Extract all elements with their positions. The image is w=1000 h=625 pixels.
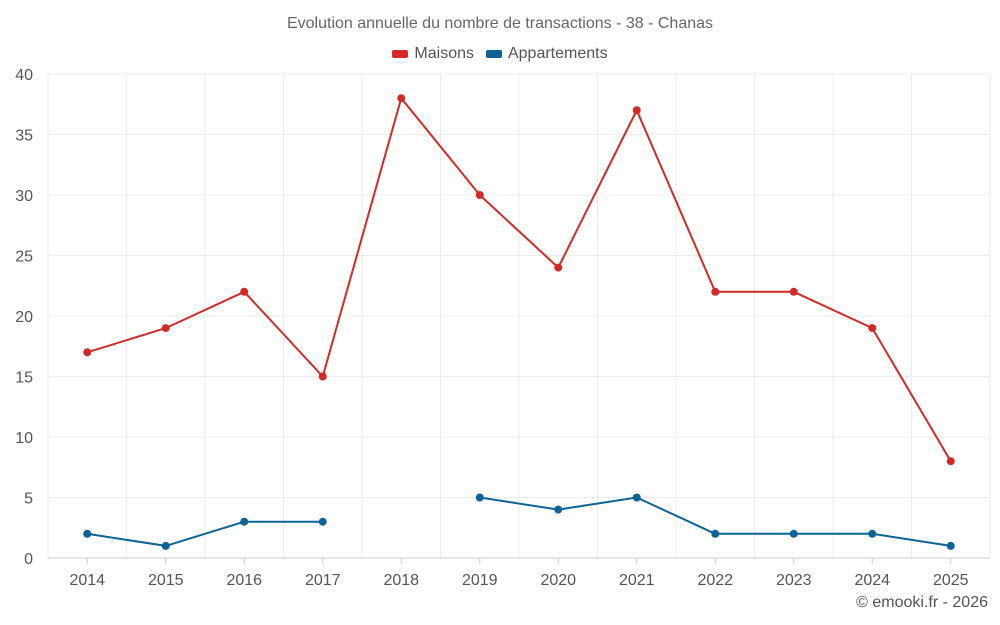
data-point-maisons [318, 372, 327, 381]
y-tick-label: 0 [24, 551, 33, 568]
x-tick-label: 2022 [697, 572, 733, 589]
data-point-appartements [475, 493, 484, 502]
x-tick-label: 2015 [148, 572, 184, 589]
data-point-appartements [632, 493, 641, 502]
x-tick-label: 2019 [462, 572, 498, 589]
y-tick-label: 30 [15, 188, 33, 205]
y-tick-label: 35 [15, 128, 33, 145]
series-line-appartements [87, 520, 323, 547]
x-tick-label: 2025 [933, 572, 969, 589]
legend-label-maisons: Maisons [414, 45, 474, 62]
x-tick-label: 2024 [854, 572, 890, 589]
data-point-maisons [711, 287, 720, 296]
data-point-appartements [868, 529, 877, 538]
data-point-maisons [554, 263, 563, 272]
y-tick-label: 5 [24, 491, 33, 508]
data-point-appartements [318, 517, 327, 526]
grid-lines [47, 73, 991, 559]
series-appartements [83, 493, 955, 550]
y-tick-label: 15 [15, 370, 33, 387]
x-tick-label: 2020 [540, 572, 576, 589]
data-point-appartements [946, 541, 955, 550]
data-point-appartements [789, 529, 798, 538]
series-line-appartements [479, 496, 951, 547]
x-tick-label: 2021 [619, 572, 655, 589]
data-point-maisons [868, 324, 877, 333]
data-point-maisons [397, 94, 406, 103]
x-tick-label: 2014 [69, 572, 105, 589]
series-maisons [83, 94, 955, 466]
y-tick-label: 20 [15, 309, 33, 326]
y-tick-label: 25 [15, 249, 33, 266]
data-point-maisons [83, 348, 92, 357]
data-point-maisons [475, 191, 484, 199]
legend-item-appartements[interactable]: Appartements [485, 45, 608, 63]
credit-text: © emooki.fr - 2026 [856, 594, 988, 611]
legend-label-appartements: Appartements [507, 45, 608, 62]
legend-item-maisons[interactable]: Maisons [392, 45, 474, 63]
y-tick-label: 40 [15, 67, 33, 84]
data-point-appartements [161, 541, 170, 550]
data-point-appartements [240, 517, 249, 526]
legend-swatch-maisons [392, 50, 409, 58]
legend-swatch-appartements [485, 50, 502, 58]
series-line-maisons [86, 97, 952, 462]
x-tick-label: 2018 [383, 572, 419, 589]
data-point-maisons [789, 287, 798, 296]
chart-title: Evolution annuelle du nombre de transact… [286, 15, 714, 32]
y-tick-label: 10 [15, 430, 33, 447]
data-point-appartements [554, 505, 563, 514]
data-point-appartements [83, 529, 92, 538]
x-tick-label: 2016 [226, 572, 262, 589]
chart-legend: Maisons Appartements [0, 45, 1000, 63]
data-point-maisons [240, 287, 249, 296]
data-point-maisons [161, 324, 170, 333]
data-point-appartements [711, 529, 720, 538]
x-tick-label: 2023 [776, 572, 812, 589]
data-point-maisons [632, 106, 641, 115]
data-point-maisons [946, 457, 955, 466]
x-tick-label: 2017 [305, 572, 341, 589]
